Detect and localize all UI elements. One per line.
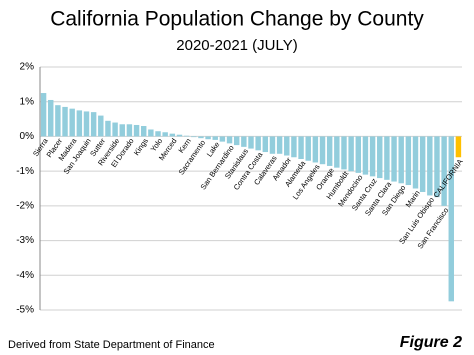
bar [284, 136, 290, 156]
bar [334, 136, 340, 168]
bar [169, 133, 176, 137]
bar [448, 136, 454, 302]
bar [40, 93, 47, 137]
bar [119, 124, 125, 137]
bar [69, 108, 75, 137]
bar [441, 136, 447, 206]
y-tick-label: -2% [16, 200, 34, 211]
x-tick-label: Kings [132, 136, 150, 157]
y-tick-label: 0% [20, 131, 35, 142]
bar [191, 136, 197, 138]
bar [162, 132, 168, 137]
bar [133, 124, 140, 137]
bar [291, 136, 297, 158]
chart-subtitle: 2020-2021 (JULY) [176, 37, 297, 54]
bar [369, 136, 376, 177]
bar [233, 136, 240, 146]
bar [112, 122, 118, 137]
bar [362, 136, 369, 175]
bar [76, 110, 83, 137]
y-tick-label: -4% [16, 270, 34, 281]
bar [427, 136, 433, 196]
bar [419, 136, 426, 192]
bar [176, 134, 183, 137]
bar [140, 126, 147, 137]
bar [384, 136, 390, 180]
bar [155, 131, 161, 137]
bar [305, 136, 311, 161]
bar [255, 136, 261, 151]
bar [90, 112, 97, 137]
bar [248, 136, 254, 149]
bar [183, 135, 190, 137]
y-tick-label: -3% [16, 235, 34, 246]
bar [298, 136, 304, 159]
bar [398, 136, 404, 184]
bar [48, 99, 54, 137]
bar [212, 136, 218, 140]
bar [326, 136, 333, 166]
bar [391, 136, 397, 182]
bar [241, 136, 247, 147]
bar [377, 136, 383, 179]
bar [105, 120, 111, 137]
bar [341, 136, 347, 170]
y-tick-label: -1% [16, 166, 34, 177]
bar [62, 106, 68, 137]
bar [312, 136, 319, 163]
bar [226, 136, 233, 144]
bar [269, 136, 276, 154]
bar [355, 136, 362, 173]
bar [405, 136, 412, 186]
source-note: Derived from State Department of Finance [8, 339, 215, 351]
bar [198, 136, 204, 139]
bar [412, 136, 419, 189]
bar [348, 136, 354, 172]
bar [276, 136, 283, 154]
bar [455, 136, 462, 158]
bar [98, 115, 104, 137]
bar [55, 105, 61, 137]
bar [262, 136, 269, 153]
y-tick-label: -5% [16, 305, 34, 316]
bar [83, 111, 90, 137]
figure-label: Figure 2 [400, 334, 462, 351]
y-tick-label: 1% [20, 96, 35, 107]
bar [148, 129, 154, 137]
bar [434, 136, 440, 198]
chart-title: California Population Change by County [50, 8, 424, 31]
bar [126, 124, 133, 137]
y-tick-label: 2% [20, 62, 35, 73]
bar [319, 136, 326, 165]
bar [219, 136, 226, 142]
bar [205, 136, 211, 140]
